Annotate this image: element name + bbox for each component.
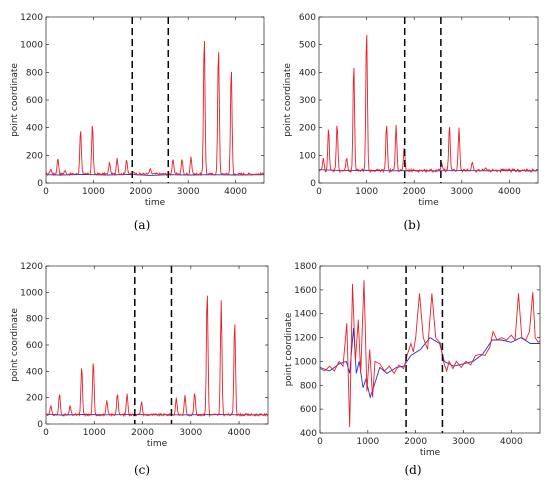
y-tick-label: 400 <box>299 68 316 78</box>
y-axis-label: point coordinate <box>284 312 294 386</box>
subplot-caption: (d) <box>404 463 421 477</box>
x-tick-label: 2000 <box>129 187 152 197</box>
y-tick-label: 400 <box>26 124 43 134</box>
x-tick-label: 4000 <box>228 428 251 438</box>
series-line-1 <box>320 327 540 399</box>
axes-frame <box>45 265 269 425</box>
x-tick-label: 4000 <box>500 437 523 447</box>
x-tick-label: 2000 <box>404 437 427 447</box>
x-tick-label: 3000 <box>450 187 473 197</box>
y-tick-label: 400 <box>26 367 43 377</box>
y-tick-label: 600 <box>300 405 317 415</box>
x-tick-label: 0 <box>43 428 49 438</box>
series-line-2 <box>46 295 268 418</box>
series-line-1 <box>46 173 264 176</box>
y-tick-label: 1000 <box>294 357 317 367</box>
y-tick-label: 800 <box>300 381 317 391</box>
y-tick-label: 0 <box>37 420 43 430</box>
y-axis-label: point coordinate <box>10 63 20 137</box>
y-axis-label: point coordinate <box>10 308 20 382</box>
y-tick-label: 1000 <box>20 288 43 298</box>
y-tick-label: 300 <box>299 96 316 106</box>
y-tick-label: 1000 <box>20 41 43 51</box>
y-tick-label: 800 <box>26 68 43 78</box>
y-tick-label: 0 <box>310 179 316 189</box>
x-tick-label: 3000 <box>179 428 202 438</box>
subplot-a: 0 1000 2000 3000 4000 0 200 400 600 800 1000 1200 ti… <box>10 13 265 232</box>
y-tick-label: 1400 <box>294 310 317 320</box>
axes-frame <box>319 265 541 434</box>
x-tick-label: 4000 <box>498 187 521 197</box>
y-tick-label: 600 <box>26 341 43 351</box>
y-tick-label: 600 <box>26 96 43 106</box>
x-tick-label: 2000 <box>403 187 426 197</box>
subplot-b: 0 1000 2000 3000 4000 0 100 200 300 400 500 600 time… <box>283 13 539 232</box>
x-tick-label: 0 <box>317 437 323 447</box>
y-axis-label: point coordinate <box>283 63 293 137</box>
y-tick-label: 200 <box>26 151 43 161</box>
x-tick-label: 0 <box>316 187 322 197</box>
axes-frame <box>45 16 265 184</box>
subplot-caption: (b) <box>403 218 420 232</box>
x-axis-label: time <box>420 448 441 458</box>
y-tick-label: 600 <box>299 13 316 23</box>
x-tick-label: 3000 <box>452 437 475 447</box>
y-tick-label: 500 <box>299 41 316 51</box>
y-tick-label: 1200 <box>294 334 317 344</box>
y-tick-label: 200 <box>26 394 43 404</box>
y-tick-label: 1800 <box>294 262 317 272</box>
subplot-c: 0 1000 2000 3000 4000 0 200 400 600 800 1000 1200 ti… <box>10 262 269 477</box>
y-tick-label: 200 <box>299 124 316 134</box>
x-axis-label: time <box>145 198 166 208</box>
x-tick-label: 4000 <box>224 187 247 197</box>
x-axis-label: time <box>418 198 439 208</box>
subplot-caption: (c) <box>134 463 150 477</box>
y-tick-label: 100 <box>299 151 316 161</box>
series-line-2 <box>46 40 264 177</box>
x-tick-label: 1000 <box>355 187 378 197</box>
subplot-caption: (a) <box>134 218 151 232</box>
x-tick-label: 2000 <box>131 428 154 438</box>
y-tick-label: 1600 <box>294 286 317 296</box>
y-tick-label: 800 <box>26 315 43 325</box>
series-line-2 <box>319 34 538 174</box>
y-tick-label: 0 <box>37 179 43 189</box>
y-tick-label: 1200 <box>20 13 43 23</box>
x-tick-label: 3000 <box>177 187 200 197</box>
x-tick-label: 0 <box>43 187 49 197</box>
y-tick-label: 400 <box>300 429 317 439</box>
x-tick-label: 1000 <box>83 428 106 438</box>
y-tick-label: 1200 <box>20 262 43 272</box>
x-tick-label: 1000 <box>82 187 105 197</box>
x-axis-label: time <box>147 439 168 449</box>
series-line-2 <box>320 280 540 428</box>
x-tick-label: 1000 <box>356 437 379 447</box>
subplot-d: 0 1000 2000 3000 4000 400 600 800 1000 1200 1400 16… <box>284 262 541 477</box>
